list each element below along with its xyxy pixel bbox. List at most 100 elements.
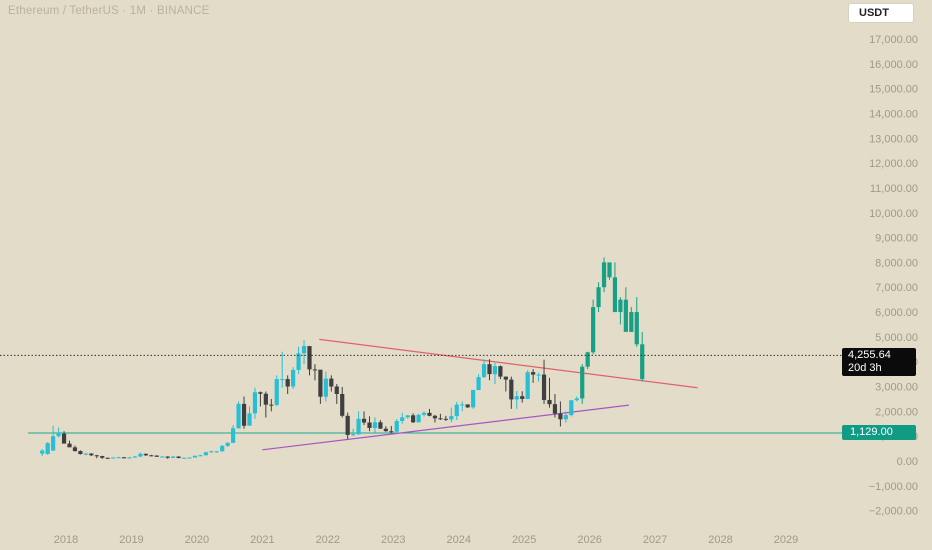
candle[interactable]: [634, 297, 639, 347]
candle[interactable]: [427, 408, 432, 417]
candle[interactable]: [138, 452, 143, 458]
candle[interactable]: [607, 262, 612, 280]
candle[interactable]: [541, 359, 547, 404]
candle[interactable]: [449, 407, 454, 423]
candle[interactable]: [569, 400, 574, 417]
candle[interactable]: [263, 391, 268, 418]
candle[interactable]: [460, 401, 465, 412]
candle[interactable]: [132, 456, 138, 458]
candle[interactable]: [187, 457, 192, 459]
candle[interactable]: [536, 372, 541, 382]
candle[interactable]: [525, 370, 530, 399]
candle[interactable]: [307, 346, 312, 376]
candle[interactable]: [236, 401, 241, 429]
candle[interactable]: [345, 412, 350, 440]
candle[interactable]: [503, 376, 508, 392]
support-trendline[interactable]: [262, 404, 629, 451]
candle[interactable]: [51, 425, 56, 452]
candle[interactable]: [476, 374, 481, 391]
candle[interactable]: [247, 406, 252, 426]
candle[interactable]: [143, 453, 148, 457]
candle[interactable]: [340, 387, 345, 418]
candle[interactable]: [487, 359, 492, 381]
candle[interactable]: [171, 456, 176, 459]
candle[interactable]: [361, 411, 367, 426]
candle[interactable]: [67, 440, 72, 448]
candle[interactable]: [378, 420, 383, 429]
candle[interactable]: [640, 331, 645, 382]
candle[interactable]: [432, 414, 438, 423]
candle[interactable]: [580, 364, 585, 404]
candle[interactable]: [291, 367, 296, 390]
candle[interactable]: [612, 262, 618, 313]
candle[interactable]: [252, 387, 258, 419]
candle[interactable]: [220, 445, 225, 452]
candle[interactable]: [111, 457, 116, 459]
candle[interactable]: [105, 457, 110, 460]
candle[interactable]: [127, 456, 132, 459]
candle[interactable]: [231, 425, 236, 444]
candle[interactable]: [591, 299, 596, 355]
candle[interactable]: [585, 351, 590, 370]
candle[interactable]: [601, 257, 607, 293]
candle[interactable]: [121, 457, 127, 459]
candle[interactable]: [94, 454, 99, 459]
currency-unit-button[interactable]: USDT: [848, 3, 914, 23]
candle[interactable]: [61, 431, 67, 444]
candle[interactable]: [312, 364, 318, 381]
candle[interactable]: [181, 457, 187, 459]
candle[interactable]: [372, 417, 378, 434]
candle[interactable]: [45, 442, 50, 455]
candle[interactable]: [405, 415, 410, 419]
candle[interactable]: [389, 425, 394, 434]
candle[interactable]: [149, 454, 154, 457]
candle[interactable]: [471, 389, 476, 409]
candle[interactable]: [563, 411, 568, 423]
candle[interactable]: [443, 415, 448, 422]
candle[interactable]: [416, 413, 421, 423]
candle[interactable]: [269, 398, 274, 412]
candle[interactable]: [274, 375, 279, 407]
candle[interactable]: [596, 282, 601, 313]
candle[interactable]: [334, 384, 339, 404]
candle[interactable]: [514, 390, 519, 409]
candle[interactable]: [40, 449, 45, 457]
candle[interactable]: [83, 452, 88, 456]
resistance-trendline[interactable]: [319, 338, 698, 389]
candle[interactable]: [176, 456, 181, 459]
candle[interactable]: [465, 404, 470, 408]
candle[interactable]: [241, 396, 247, 429]
candle[interactable]: [56, 427, 61, 438]
candle[interactable]: [301, 340, 307, 365]
candle[interactable]: [192, 455, 198, 458]
candle[interactable]: [214, 451, 219, 453]
candle[interactable]: [454, 401, 459, 421]
candle[interactable]: [383, 426, 388, 432]
candle[interactable]: [438, 413, 443, 421]
candle[interactable]: [72, 445, 78, 452]
candle[interactable]: [618, 297, 623, 325]
candle[interactable]: [285, 375, 290, 394]
candle[interactable]: [421, 411, 427, 417]
candle[interactable]: [411, 413, 416, 424]
candle[interactable]: [574, 396, 579, 402]
candle[interactable]: [209, 450, 214, 453]
candle[interactable]: [323, 371, 328, 402]
candle[interactable]: [492, 362, 498, 385]
candle[interactable]: [154, 455, 159, 458]
candle[interactable]: [531, 369, 536, 383]
candle[interactable]: [547, 377, 552, 408]
candle[interactable]: [351, 428, 356, 437]
candle[interactable]: [296, 346, 301, 375]
candle[interactable]: [329, 375, 334, 392]
candle[interactable]: [400, 412, 405, 424]
candle[interactable]: [318, 369, 323, 404]
candle[interactable]: [258, 391, 263, 407]
candle[interactable]: [89, 453, 94, 457]
candle[interactable]: [394, 419, 399, 433]
candle[interactable]: [558, 401, 563, 427]
candle[interactable]: [623, 287, 628, 332]
candle[interactable]: [356, 411, 361, 435]
candle[interactable]: [160, 456, 165, 458]
